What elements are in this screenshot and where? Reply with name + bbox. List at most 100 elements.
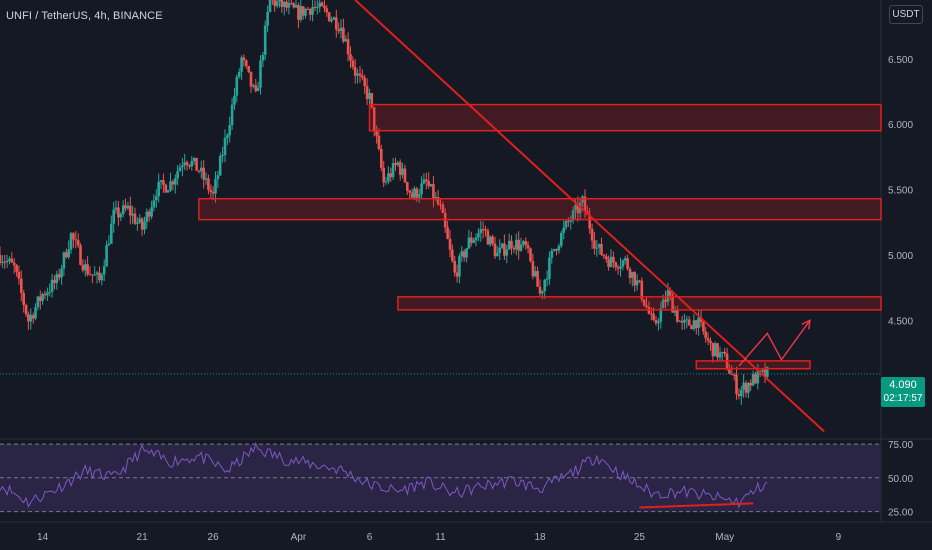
candle-body [628,268,632,278]
candle-body [53,279,56,284]
candle [74,231,78,249]
candle-body [3,261,6,263]
candle [261,51,265,67]
candle [623,255,627,265]
candle [320,1,324,7]
candle [290,0,293,6]
candle [185,160,189,171]
candle [176,165,179,186]
candle-body [105,245,108,267]
candle [638,279,641,283]
candle [377,128,381,151]
candle-body [107,243,111,245]
candle-body [351,60,355,68]
candle [67,240,70,260]
candle-body [31,315,35,319]
candle-body [766,366,769,377]
candle [221,146,224,163]
candle-body [207,178,210,190]
candle-body [462,251,466,258]
currency-unit-badge[interactable]: USDT [889,5,923,24]
candle [297,2,300,29]
candle [619,257,622,277]
candle [152,194,156,212]
candle-body [121,205,125,215]
candle [642,299,646,307]
candle [394,157,397,171]
candle [50,274,54,298]
candle [621,259,625,271]
candle-body [110,223,113,244]
candle-body [55,274,59,283]
symbol-title[interactable]: UNFI / TetherUS, 4h, BINANCE [6,10,163,22]
candle [387,166,390,185]
candle [484,225,487,237]
candle-body [673,310,677,313]
candle [249,71,253,93]
candle [588,207,591,234]
candle [477,228,480,242]
candle [0,246,2,266]
candle-body [496,253,499,257]
candle-body [235,76,239,96]
candle [529,247,532,263]
candle [735,366,738,400]
candle [365,78,369,105]
candle [533,266,537,278]
candle [280,0,284,13]
candle-body [517,239,520,251]
candle [226,133,229,146]
candle-body [721,351,724,353]
candle [60,264,63,285]
candle [716,342,719,362]
candle-body [467,237,471,249]
candle-body [86,264,89,275]
candle [515,233,518,256]
candle-body [12,262,16,266]
candle-body [342,27,345,42]
candle [202,159,205,189]
candle-body [470,237,473,243]
candle-body [344,39,348,42]
candle-body [635,280,639,286]
candle [223,129,227,163]
candle-body [268,0,272,12]
candle-body [560,232,563,246]
candle-body [522,241,525,245]
candle-body [453,260,456,273]
candle-body [147,211,151,217]
candle-body [152,200,156,208]
candle-body [678,320,681,322]
candle-body [60,268,63,278]
candle-body [756,370,760,384]
candle [711,342,715,363]
candle-body [102,266,106,275]
candle [597,243,601,255]
time-tick-label: 11 [435,532,446,543]
candle [214,171,217,203]
candle [730,365,734,376]
candle [346,32,350,62]
rsi-divergence-line [639,502,754,509]
candle-body [685,319,689,321]
candle-body [690,325,693,330]
candle-body [88,274,92,276]
candle-body [346,39,350,55]
candle [737,388,741,400]
candle [95,270,99,284]
candle-body [751,373,755,386]
candle [162,173,165,193]
candle-body [240,57,243,72]
candle [522,239,525,248]
candle-body [730,373,734,375]
candle-body [505,249,509,256]
candle-body [529,248,532,262]
candle [704,326,707,343]
candle-body [451,249,454,261]
rsi-tick-label: 50.00 [888,474,913,485]
candle [169,172,172,192]
candle-body [439,204,442,206]
candle [164,183,168,194]
candle-body [754,373,757,384]
